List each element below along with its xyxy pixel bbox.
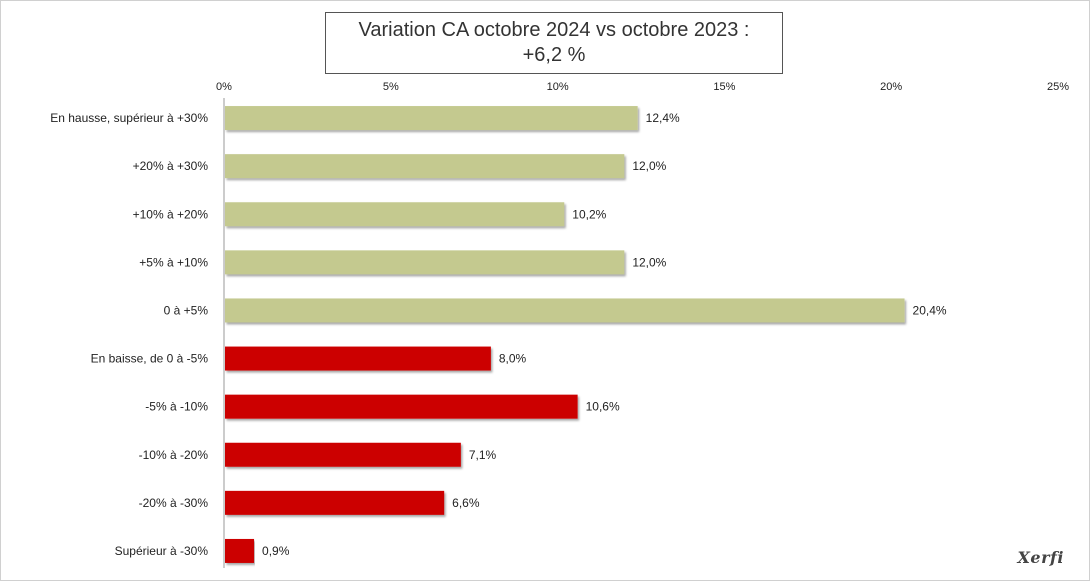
category-label: En baisse, de 0 à -5% [91,352,209,366]
category-label: +5% à +10% [139,255,208,269]
bar [225,394,578,419]
bar [225,250,625,275]
x-tick-label: 10% [547,81,569,93]
x-tick-label: 25% [1047,81,1069,93]
category-label: 0 à +5% [164,303,209,317]
category-label: En hausse, supérieur à +30% [50,111,208,125]
chart-title-box: Variation CA octobre 2024 vs octobre 202… [325,12,783,74]
x-tick-label: 20% [880,81,902,93]
bar [225,154,625,179]
category-label: -5% à -10% [145,400,208,414]
x-tick-label: 15% [713,81,735,93]
category-label: -10% à -20% [139,448,209,462]
logo: Xerfi [1017,548,1064,567]
bar [225,442,461,467]
x-tick-label: 0% [216,81,232,93]
value-label: 6,6% [452,496,480,510]
bar [225,106,638,131]
value-label: 12,0% [632,159,666,173]
value-label: 7,1% [469,448,497,462]
value-label: 12,4% [646,111,680,125]
bar [225,202,565,227]
x-tick-label: 5% [383,81,399,93]
value-label: 20,4% [913,303,947,317]
bar [225,490,445,515]
value-label: 10,2% [572,207,606,221]
value-label: 10,6% [586,400,620,414]
category-label: +20% à +30% [133,159,209,173]
category-label: +10% à +20% [133,207,209,221]
value-label: 0,9% [262,544,290,558]
bar [225,346,491,371]
chart-title: Variation CA octobre 2024 vs octobre 202… [358,19,750,41]
bar [225,298,905,323]
category-label: -20% à -30% [139,496,209,510]
chart-subtitle: +6,2 % [522,44,586,66]
bar [225,538,255,563]
category-label: Supérieur à -30% [115,544,209,558]
value-label: 8,0% [499,352,527,366]
value-label: 12,0% [632,255,666,269]
